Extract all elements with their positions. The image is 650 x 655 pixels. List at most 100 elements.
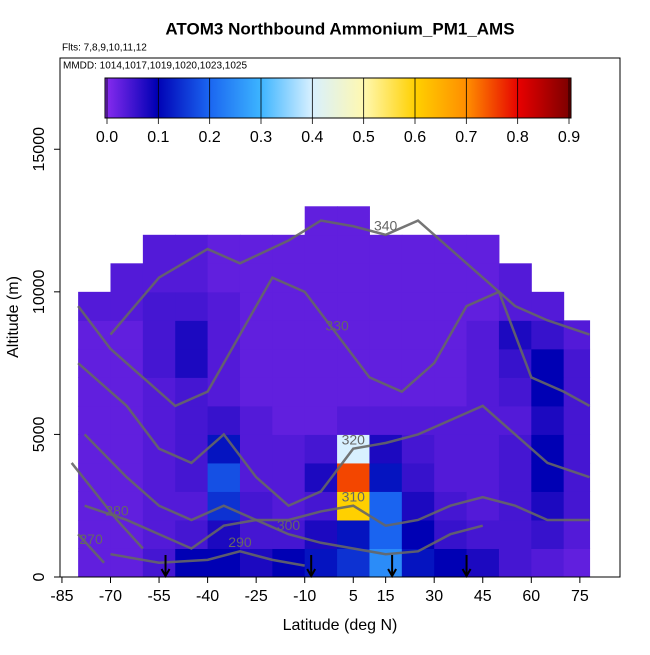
heat-cell <box>369 291 403 321</box>
heat-cell <box>239 434 273 464</box>
heat-cell <box>142 234 176 264</box>
heat-cell <box>175 462 209 492</box>
contour-label: 330 <box>325 317 349 333</box>
heat-cell <box>337 206 370 236</box>
contour-label: 290 <box>228 534 252 550</box>
heat-cell <box>563 519 591 549</box>
heat-cell <box>531 434 565 464</box>
colorbar-tick-label: 0.2 <box>199 129 221 146</box>
contour-line <box>77 533 105 564</box>
heat-cell <box>78 434 111 464</box>
heat-cell <box>239 405 273 435</box>
contour-line <box>77 362 590 508</box>
x-tick-label: -40 <box>196 588 219 605</box>
heat-cell <box>434 377 468 407</box>
heat-cell <box>498 434 532 464</box>
heat-cell <box>175 548 209 578</box>
heat-cell <box>466 348 500 378</box>
y-axis-label: Altitude (m) <box>5 276 22 358</box>
heat-cell <box>531 405 565 435</box>
heat-cell <box>531 548 565 578</box>
heat-cell <box>337 405 370 435</box>
heat-cell <box>466 491 500 521</box>
chart-title: ATOM3 Northbound Ammonium_PM1_AMS <box>165 19 514 38</box>
contour-line <box>70 462 144 550</box>
contour-line <box>77 275 591 408</box>
colorbar-tick-label: 0.9 <box>558 129 580 146</box>
heat-cell <box>142 320 176 350</box>
heat-cell <box>401 434 435 464</box>
colorbar-tick-label: 0.1 <box>147 129 169 146</box>
heat-cell <box>304 263 338 293</box>
colorbar-tick-label: 0.7 <box>455 129 477 146</box>
heat-cell <box>563 320 591 350</box>
heat-cell <box>110 434 144 464</box>
heat-cell <box>142 348 176 378</box>
heat-cell <box>304 348 338 378</box>
contour-label: 310 <box>342 488 366 504</box>
heat-cell <box>369 491 403 521</box>
heat-cell <box>466 291 500 321</box>
heat-cell <box>304 291 338 321</box>
heat-cell <box>207 462 241 492</box>
heat-cell <box>401 320 435 350</box>
heat-cell <box>563 348 591 378</box>
heat-cell <box>401 377 435 407</box>
heat-cell <box>239 377 273 407</box>
colorbar-tick-label: 0.8 <box>507 129 529 146</box>
heat-cell <box>369 377 403 407</box>
x-tick-label: -70 <box>99 588 122 605</box>
heat-cell <box>337 348 370 378</box>
heat-cell <box>78 291 111 321</box>
heat-cell <box>563 405 591 435</box>
heat-cell <box>531 377 565 407</box>
heat-cell <box>304 377 338 407</box>
heat-cell <box>304 405 338 435</box>
heat-cell <box>272 320 306 350</box>
x-tick-label: 5 <box>349 588 358 605</box>
heat-cell <box>369 405 403 435</box>
contour-label: 300 <box>277 517 301 533</box>
heat-cell <box>337 548 370 578</box>
heat-cell <box>272 462 306 492</box>
colorbar-tick-label: 0.6 <box>404 129 426 146</box>
y-tick-label: 15000 <box>31 127 48 172</box>
heat-cell <box>466 320 500 350</box>
heat-cell <box>207 291 241 321</box>
heat-cell <box>563 491 591 521</box>
heat-cell <box>142 405 176 435</box>
contour-line <box>84 504 484 556</box>
heat-cell <box>401 291 435 321</box>
heat-cell <box>272 434 306 464</box>
heat-cell <box>175 377 209 407</box>
heat-cell <box>498 405 532 435</box>
heat-cell <box>272 348 306 378</box>
x-tick-label: 45 <box>474 588 492 605</box>
heat-cell <box>563 434 591 464</box>
y-tick-label: 5000 <box>31 417 48 453</box>
x-axis-label: Latitude (deg N) <box>283 617 398 634</box>
heat-cell <box>142 291 176 321</box>
heat-cell <box>272 291 306 321</box>
x-tick-label: 60 <box>522 588 540 605</box>
heat-cell <box>175 405 209 435</box>
heat-cell <box>434 291 468 321</box>
heat-cell <box>434 462 468 492</box>
heat-cell <box>142 462 176 492</box>
heat-cell <box>531 348 565 378</box>
heat-cell <box>78 348 111 378</box>
y-tick-label: 0 <box>31 572 48 581</box>
heat-cell <box>239 348 273 378</box>
heat-cell <box>272 405 306 435</box>
heat-cell <box>207 234 241 264</box>
heat-cell <box>498 548 532 578</box>
heat-cell <box>337 320 370 350</box>
heat-cell <box>466 462 500 492</box>
heat-cell <box>466 234 500 264</box>
heat-cell <box>110 263 144 293</box>
heat-cell <box>110 377 144 407</box>
heat-cell <box>110 548 144 578</box>
heat-cell <box>239 263 273 293</box>
heat-cell <box>110 320 144 350</box>
